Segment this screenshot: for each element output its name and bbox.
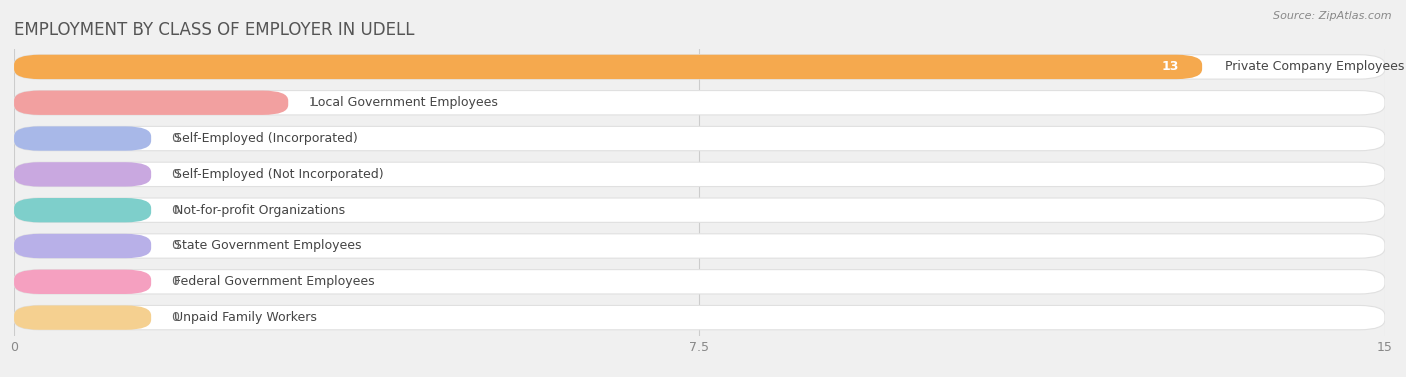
Text: Federal Government Employees: Federal Government Employees <box>174 275 374 288</box>
Text: State Government Employees: State Government Employees <box>174 239 361 253</box>
FancyBboxPatch shape <box>14 270 1385 294</box>
FancyBboxPatch shape <box>14 55 1202 79</box>
Text: 1: 1 <box>308 96 316 109</box>
FancyBboxPatch shape <box>14 198 1385 222</box>
FancyBboxPatch shape <box>14 270 152 294</box>
Text: EMPLOYMENT BY CLASS OF EMPLOYER IN UDELL: EMPLOYMENT BY CLASS OF EMPLOYER IN UDELL <box>14 21 415 39</box>
Text: Not-for-profit Organizations: Not-for-profit Organizations <box>174 204 344 217</box>
FancyBboxPatch shape <box>14 305 152 330</box>
FancyBboxPatch shape <box>14 90 1385 115</box>
Text: 0: 0 <box>172 239 179 253</box>
FancyBboxPatch shape <box>14 234 152 258</box>
FancyBboxPatch shape <box>14 234 1385 258</box>
Text: 0: 0 <box>172 311 179 324</box>
FancyBboxPatch shape <box>14 126 1385 151</box>
Text: Source: ZipAtlas.com: Source: ZipAtlas.com <box>1274 11 1392 21</box>
FancyBboxPatch shape <box>14 162 1385 187</box>
Text: 0: 0 <box>172 132 179 145</box>
Text: Self-Employed (Incorporated): Self-Employed (Incorporated) <box>174 132 357 145</box>
FancyBboxPatch shape <box>14 305 1385 330</box>
Text: Self-Employed (Not Incorporated): Self-Employed (Not Incorporated) <box>174 168 384 181</box>
FancyBboxPatch shape <box>14 198 152 222</box>
Text: Private Company Employees: Private Company Employees <box>1225 60 1405 74</box>
FancyBboxPatch shape <box>14 126 152 151</box>
Text: 0: 0 <box>172 204 179 217</box>
Text: 0: 0 <box>172 275 179 288</box>
Text: 13: 13 <box>1161 60 1180 74</box>
Text: 0: 0 <box>172 168 179 181</box>
Text: Local Government Employees: Local Government Employees <box>311 96 498 109</box>
Text: Unpaid Family Workers: Unpaid Family Workers <box>174 311 316 324</box>
FancyBboxPatch shape <box>14 90 288 115</box>
FancyBboxPatch shape <box>14 162 152 187</box>
FancyBboxPatch shape <box>14 55 1385 79</box>
